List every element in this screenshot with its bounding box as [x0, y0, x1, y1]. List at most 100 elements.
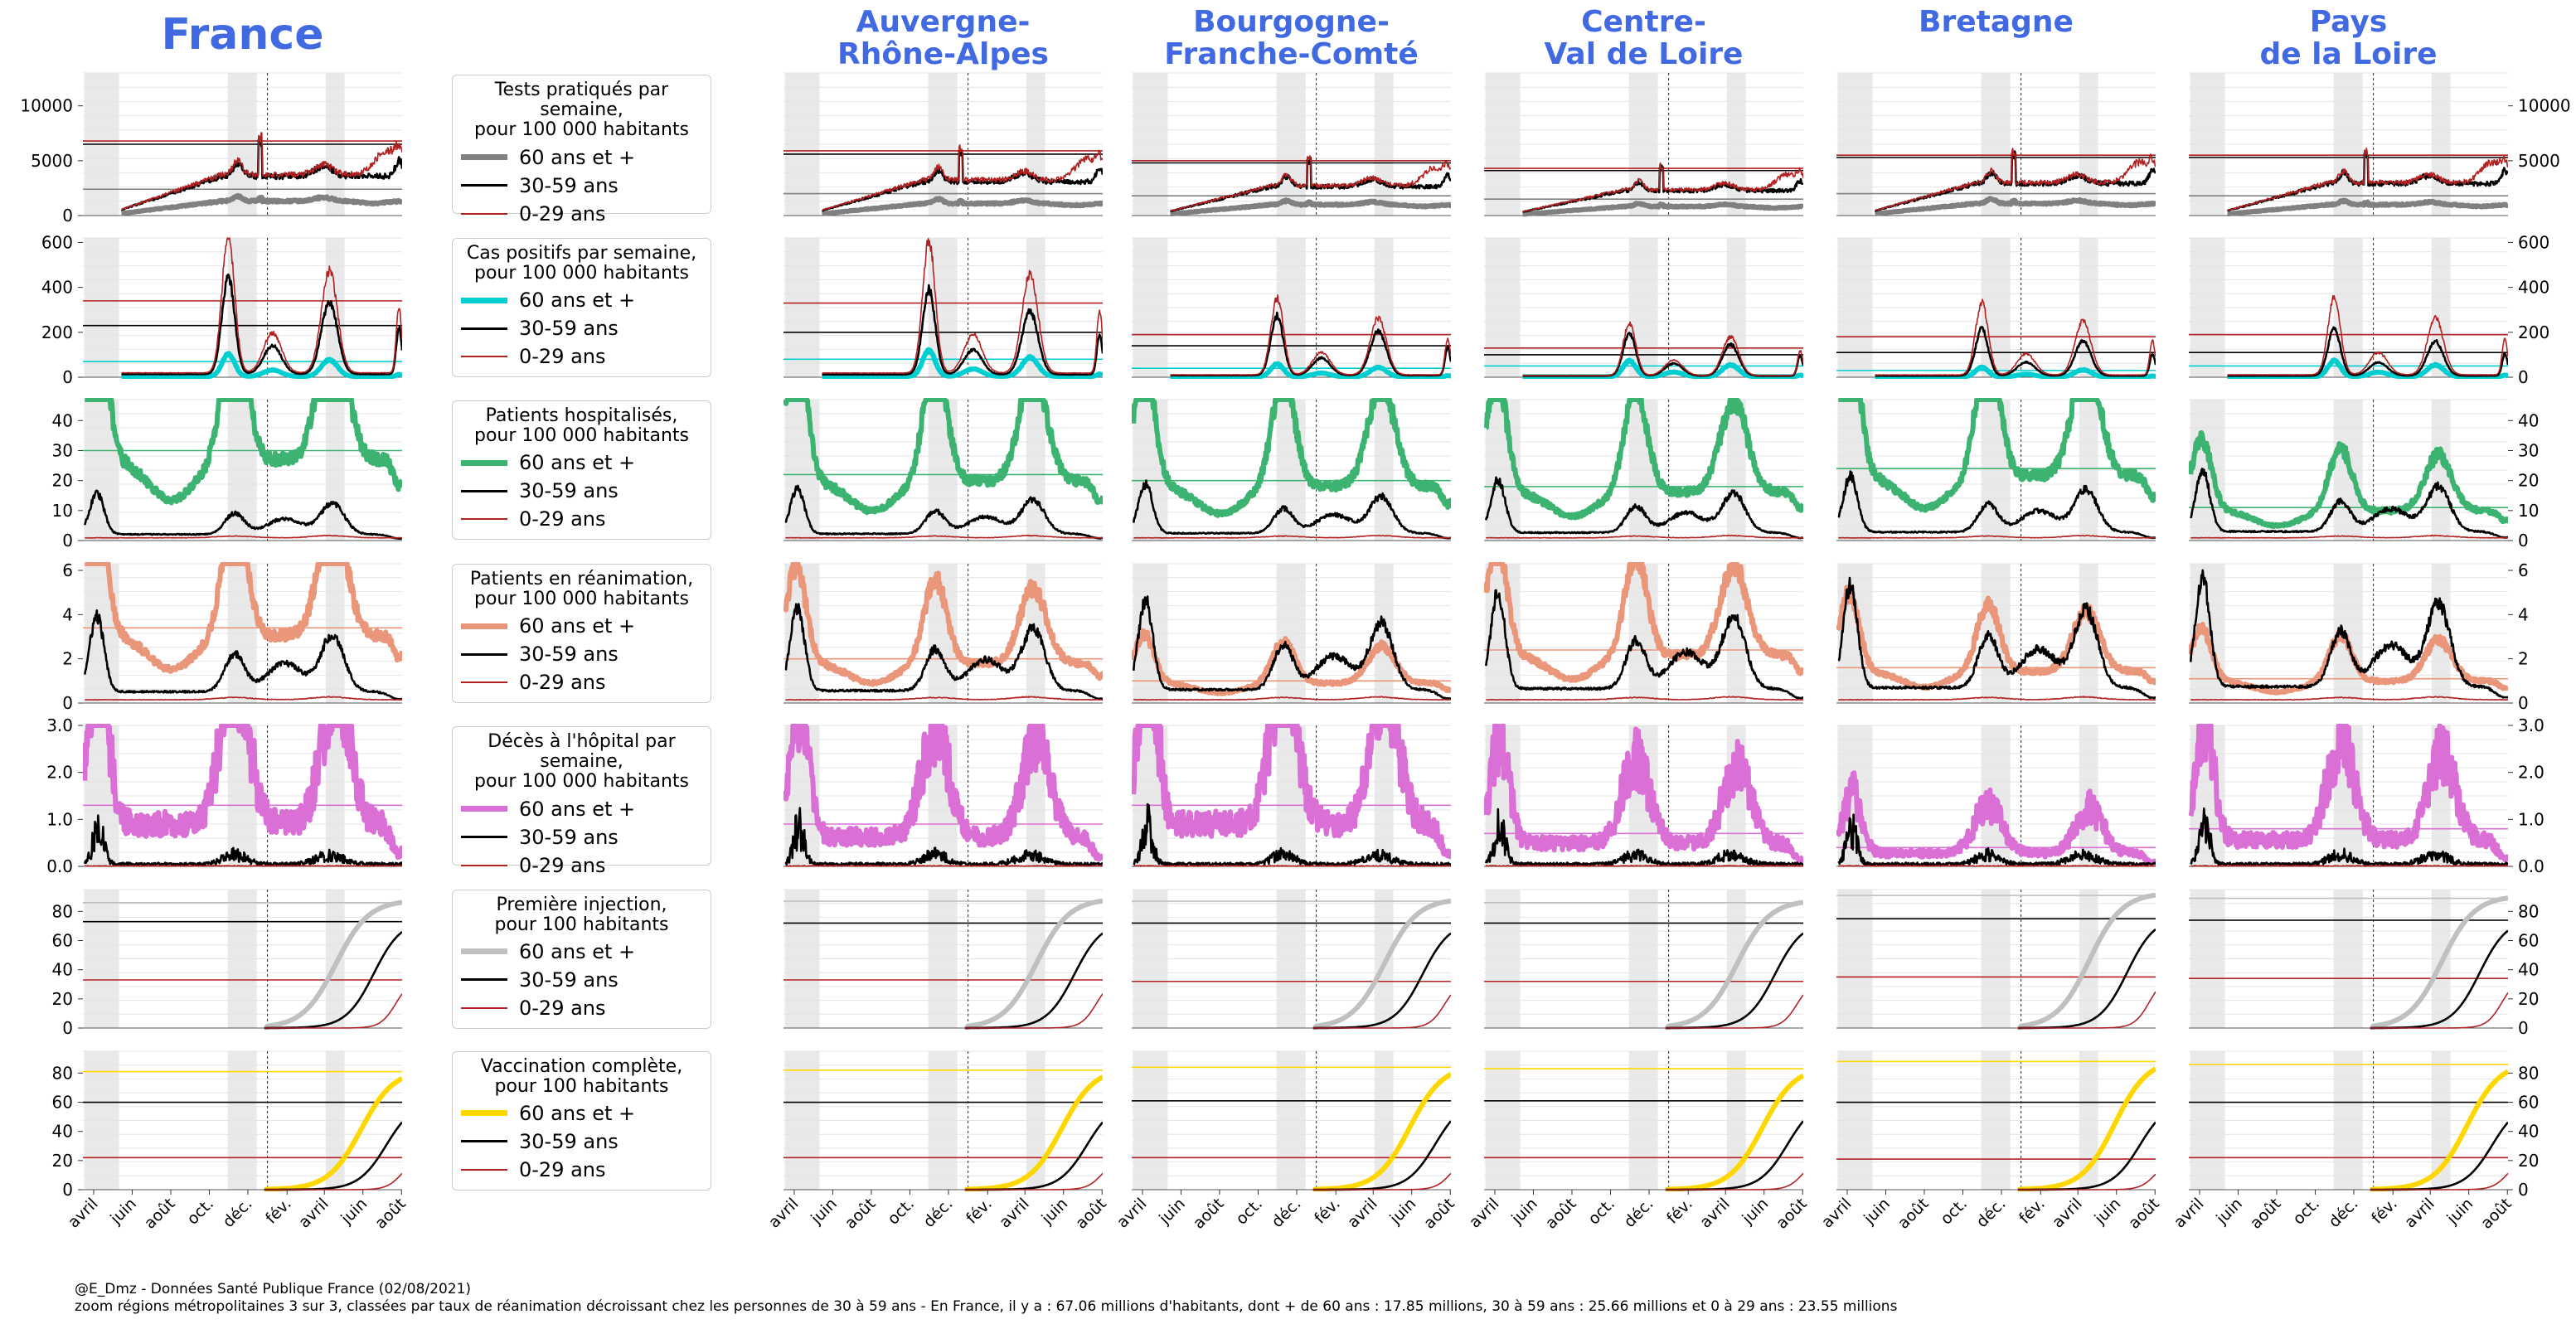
x-tick-label: déc. [919, 1195, 956, 1231]
series-line-30 [121, 273, 402, 376]
x-tick-label: déc. [1972, 1195, 2009, 1231]
series-line-0 [1875, 148, 2156, 211]
panel-tests-3 [1484, 72, 1803, 217]
x-tick-label: août [1894, 1195, 1933, 1233]
legend-entry: 30-59 ans [461, 317, 702, 340]
x-tick-label: oct. [1232, 1195, 1266, 1229]
series-line-60 [83, 398, 402, 506]
series-line-0 [1486, 534, 1803, 539]
legend-entry: 30-59 ans [461, 643, 702, 666]
series-line-0 [1170, 294, 1451, 376]
legend-swatch [461, 1140, 507, 1143]
legend-entry: 0-29 ans [461, 202, 702, 226]
y-tick-label: 6 [2518, 560, 2529, 580]
legend-label: 0-29 ans [519, 201, 606, 226]
y-tick-label: 80 [52, 1063, 73, 1083]
x-tick-label: juin [2090, 1195, 2124, 1229]
x-tick-label: août [2247, 1195, 2285, 1233]
panel-full-4: avril juin août oct. déc. fév. avril juin août [1818, 1050, 2163, 1233]
series-line-0 [2190, 534, 2508, 539]
legend-title: Patients hospitalisés, pour 100 000 habi… [473, 405, 689, 447]
panel-dose1-3 [1484, 889, 1803, 1030]
series-line-60 [2189, 724, 2508, 863]
x-tick-label: juin [2443, 1195, 2477, 1229]
series-line-60 [2368, 1069, 2508, 1191]
x-tick-label: août [1773, 1195, 1811, 1233]
panel-cases-2 [1132, 237, 1451, 379]
y-tick-label: 80 [2518, 901, 2539, 921]
y-tick-label: 0 [2518, 1018, 2529, 1038]
y-tick-label: 600 [2518, 232, 2549, 252]
legend-swatch [461, 327, 507, 330]
series-line-60 [1873, 364, 2156, 379]
panel-hosp-3 [1484, 398, 1803, 541]
legend-swatch [461, 154, 507, 161]
legend-label: 0-29 ans [519, 1157, 606, 1181]
legend-label: 60 ans et + [519, 614, 636, 638]
panel-icu-1 [783, 562, 1103, 704]
y-tick-label: 40 [2518, 410, 2539, 430]
y-tick-label: 20 [52, 471, 73, 491]
series-line-60 [963, 1074, 1103, 1191]
series-line-60 [1484, 562, 1803, 683]
y-tick-label: 60 [2518, 931, 2539, 951]
y-tick-label: 4 [62, 604, 73, 624]
y-tick-label: 200 [2518, 323, 2549, 342]
legend-swatch [461, 652, 507, 656]
y-tick-label: 40 [52, 410, 73, 430]
y-tick-label: 0 [62, 206, 73, 226]
y-tick-label: 2 [62, 649, 73, 669]
region-title: Centre- Val de Loire [1544, 5, 1744, 71]
series-line-0 [1133, 696, 1451, 701]
panel-full-2: avril juin août oct. déc. fév. avril juin août [1113, 1050, 1458, 1233]
series-line-0 [1522, 321, 1803, 376]
y-tick-label: 20 [2518, 471, 2539, 491]
series-line-30 [1485, 589, 1803, 700]
series-line-0 [121, 132, 402, 211]
y-tick-label: 80 [52, 901, 73, 921]
series-line-60 [820, 196, 1103, 216]
x-tick-label: juin [1738, 1195, 1772, 1229]
panel-hosp-5: 0 10 20 30 40 [2189, 399, 2539, 550]
panel-dose1-4 [1836, 889, 2156, 1030]
series-line-60 [1663, 900, 1803, 1030]
panel-deaths-2 [1132, 724, 1451, 867]
legend-entry: 30-59 ans [461, 968, 702, 992]
legend-label: 30-59 ans [519, 825, 619, 849]
series-line-0 [785, 534, 1103, 539]
y-tick-label: 400 [2518, 278, 2549, 298]
series-line-60 [1168, 361, 1451, 379]
footer-note: zoom régions métropolitaines 3 sur 3, cl… [75, 1298, 1898, 1315]
y-tick-label: 0 [2518, 367, 2529, 387]
series-line-0 [964, 993, 1103, 1029]
series-line-60 [1311, 1072, 1451, 1191]
x-tick-label: août [1190, 1195, 1228, 1233]
y-tick-label: 0 [2518, 693, 2529, 713]
series-line-60 [1663, 1073, 1803, 1191]
legend-entry: 0-29 ans [461, 507, 702, 531]
x-tick-label: août [842, 1195, 880, 1233]
x-tick-label: fév. [963, 1195, 996, 1228]
legend-entry: 60 ans et + [461, 614, 702, 638]
region-title: Bretagne [1919, 5, 2074, 39]
series-line-60 [783, 562, 1103, 687]
legend-deaths: Décès à l'hôpital par semaine, pour 100 … [452, 726, 711, 877]
x-tick-label: avril [1818, 1195, 1856, 1232]
series-line-30 [1837, 813, 2156, 867]
series-line-0 [85, 534, 402, 539]
legend-swatch [461, 623, 507, 629]
y-tick-label: 0.0 [46, 856, 73, 876]
region-title: Pays de la Loire [2259, 5, 2438, 71]
legend-title: Cas positifs par semaine, pour 100 000 h… [466, 243, 697, 284]
y-tick-label: 20 [52, 989, 73, 1009]
x-tick-label: août [1542, 1195, 1580, 1233]
legend-title: Tests pratiqués par semaine, pour 100 00… [473, 80, 689, 141]
panel-full-1: avril juin août oct. déc. fév. avril juin août [765, 1050, 1110, 1233]
y-tick-label: 0 [2518, 1180, 2529, 1200]
legend-tests: Tests pratiqués par semaine, pour 100 00… [452, 75, 711, 226]
legend-swatch [461, 681, 507, 684]
x-tick-label: fév. [262, 1195, 295, 1228]
